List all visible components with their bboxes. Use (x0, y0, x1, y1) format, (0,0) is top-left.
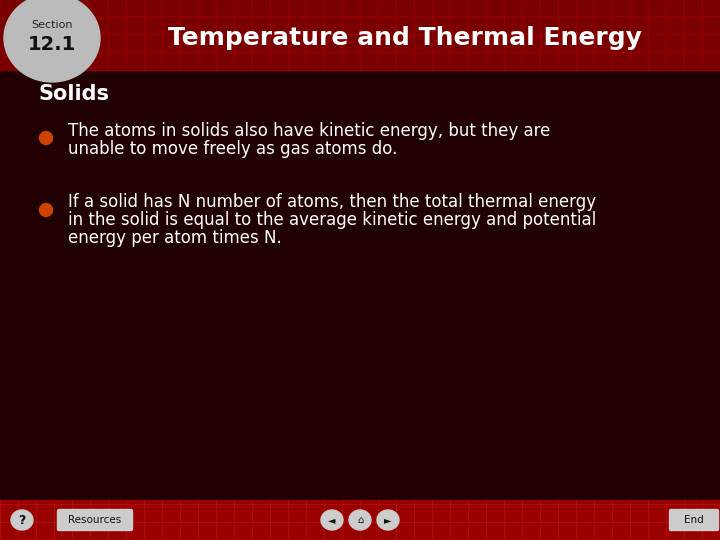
FancyBboxPatch shape (670, 510, 719, 530)
Text: Temperature and Thermal Energy: Temperature and Thermal Energy (168, 26, 642, 50)
FancyBboxPatch shape (58, 510, 132, 530)
Text: ◄: ◄ (328, 515, 336, 525)
Ellipse shape (349, 510, 371, 530)
Text: ⌂: ⌂ (357, 515, 363, 525)
Bar (0, 70, 720, 500)
Bar (0, 0, 720, 70)
Text: End: End (684, 515, 704, 525)
Ellipse shape (321, 510, 343, 530)
Text: in the solid is equal to the average kinetic energy and potential: in the solid is equal to the average kin… (68, 211, 596, 229)
Circle shape (40, 132, 53, 145)
Ellipse shape (11, 510, 33, 530)
Text: energy per atom times N.: energy per atom times N. (68, 229, 282, 247)
Text: Resources: Resources (68, 515, 122, 525)
Text: 12.1: 12.1 (28, 35, 76, 53)
Circle shape (40, 204, 53, 217)
Text: Section: Section (31, 20, 73, 30)
Text: ►: ► (384, 515, 392, 525)
Text: The atoms in solids also have kinetic energy, but they are: The atoms in solids also have kinetic en… (68, 122, 550, 140)
Ellipse shape (4, 0, 100, 82)
Text: ?: ? (18, 514, 26, 526)
Ellipse shape (377, 510, 399, 530)
Text: Solids: Solids (38, 84, 109, 104)
Text: If a solid has N number of atoms, then the total thermal energy: If a solid has N number of atoms, then t… (68, 193, 596, 211)
Text: unable to move freely as gas atoms do.: unable to move freely as gas atoms do. (68, 140, 397, 158)
Bar (0, 500, 720, 540)
